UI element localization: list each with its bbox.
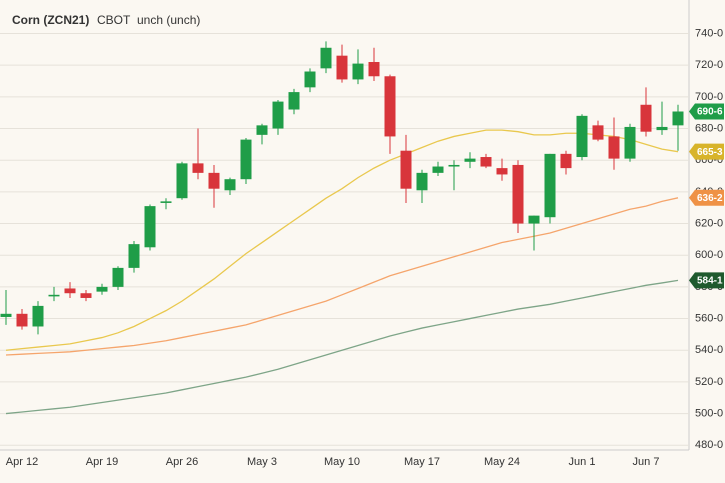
- candle-body: [400, 150, 412, 189]
- candle-body: [512, 164, 524, 224]
- header-bg: [6, 10, 226, 32]
- y-tick-label: 720-0: [695, 59, 723, 71]
- candle-body: [336, 55, 348, 80]
- y-tick-label: 480-0: [695, 439, 723, 451]
- y-tick-label: 680-0: [695, 122, 723, 134]
- candle-body: [352, 63, 364, 80]
- candle-body: [128, 244, 140, 268]
- candle-body: [624, 126, 636, 159]
- candle-body: [144, 206, 156, 248]
- candle-body: [304, 71, 316, 88]
- y-tick-label: 560-0: [695, 312, 723, 324]
- y-tick-label: 500-0: [695, 407, 723, 419]
- candle-body: [272, 101, 284, 129]
- candle-body: [560, 153, 572, 169]
- candle-body: [208, 172, 220, 189]
- price-tag: [689, 143, 724, 160]
- ma-line: [5, 129, 679, 351]
- candle-body: [320, 47, 332, 69]
- price-tag: [689, 272, 724, 289]
- x-tick-label: May 10: [324, 456, 360, 468]
- x-tick-label: Jun 1: [569, 456, 596, 468]
- price-tag: [689, 103, 724, 120]
- candle-body: [32, 305, 44, 327]
- y-tick-label: 520-0: [695, 376, 723, 388]
- candle-body: [176, 163, 188, 199]
- candle-body: [640, 104, 652, 132]
- x-tick-label: Apr 19: [86, 456, 118, 468]
- candle-body: [80, 293, 92, 298]
- y-tick-label: 700-0: [695, 91, 723, 103]
- x-tick-label: Jun 7: [633, 456, 660, 468]
- y-tick-label: 620-0: [695, 217, 723, 229]
- price-tag-label: 584-1: [697, 275, 723, 286]
- price-tag: [689, 189, 724, 206]
- candle-body: [96, 286, 108, 292]
- candle-body: [464, 158, 476, 162]
- price-tag-label: 636-2: [697, 193, 723, 204]
- plot: [0, 33, 689, 446]
- candle-body: [368, 62, 380, 77]
- candle-body: [528, 215, 540, 224]
- candle-body: [384, 76, 396, 137]
- candle-body: [448, 164, 460, 167]
- candle-body: [480, 157, 492, 167]
- candle-body: [288, 92, 300, 110]
- chart-title: Corn (ZCN21): [12, 13, 89, 27]
- ma-line: [5, 197, 679, 356]
- candle-body: [0, 313, 12, 317]
- candle-body: [160, 201, 172, 203]
- candle-body: [64, 288, 76, 294]
- candle-body: [544, 153, 556, 218]
- y-tick-label: 740-0: [695, 27, 723, 39]
- candle-body: [432, 166, 444, 173]
- candle-body: [48, 294, 60, 297]
- x-tick-label: May 3: [247, 456, 277, 468]
- exchange: CBOT: [97, 13, 131, 27]
- candle-body: [608, 136, 620, 159]
- candle-body: [256, 125, 268, 135]
- candle-body: [496, 168, 508, 175]
- candle-body: [672, 111, 684, 126]
- candle-body: [16, 313, 28, 327]
- candle-body: [576, 115, 588, 158]
- x-tick-label: May 17: [404, 456, 440, 468]
- x-tick-label: Apr 12: [6, 456, 38, 468]
- price-tag-label: 690-6: [697, 107, 723, 118]
- change: unch (unch): [137, 13, 200, 27]
- candle-body: [224, 179, 236, 191]
- candle-body: [240, 139, 252, 180]
- candle-body: [112, 267, 124, 287]
- y-tick-label: 540-0: [695, 344, 723, 356]
- candle-body: [656, 126, 668, 131]
- candle-body: [592, 125, 604, 140]
- x-tick-label: May 24: [484, 456, 520, 468]
- y-tick-label: 600-0: [695, 249, 723, 261]
- candle-body: [416, 172, 428, 191]
- price-tag-label: 665-3: [697, 147, 723, 158]
- ma-line: [5, 279, 679, 415]
- candle-body: [192, 163, 204, 173]
- x-tick-label: Apr 26: [166, 456, 198, 468]
